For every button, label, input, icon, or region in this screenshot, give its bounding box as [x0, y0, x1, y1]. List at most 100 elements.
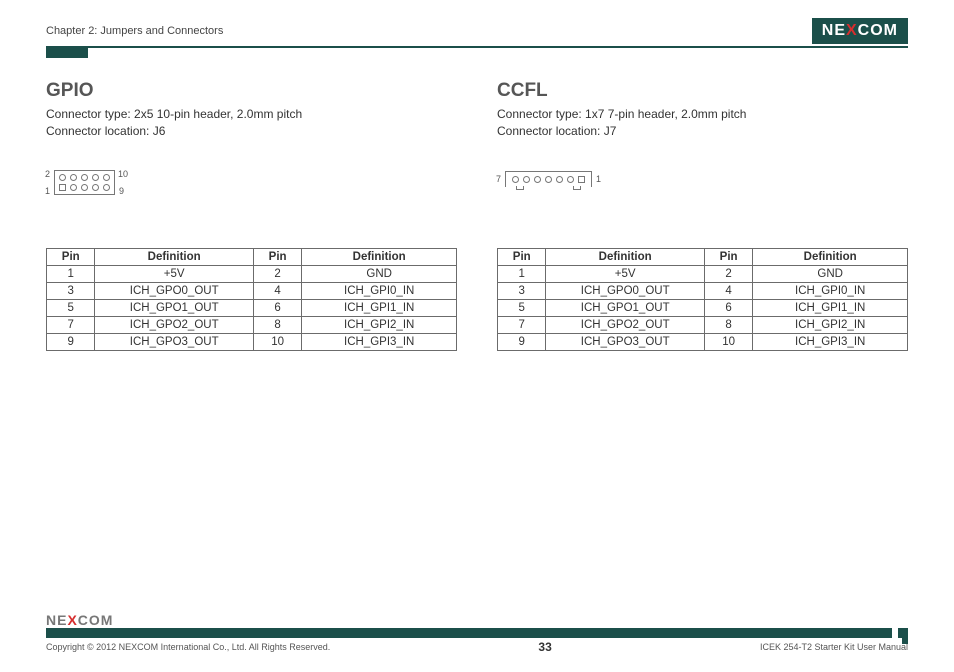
pin-hole: [92, 184, 99, 191]
th: Definition: [95, 248, 253, 265]
cell: 1: [498, 265, 546, 282]
cell: ICH_GPO1_OUT: [546, 299, 704, 316]
footer-row: Copyright © 2012 NEXCOM International Co…: [46, 640, 908, 654]
header-bar: Chapter 2: Jumpers and Connectors NEXCOM: [46, 18, 908, 48]
gpio-diagram: 2 10 1 9: [46, 170, 457, 230]
cell: 9: [47, 333, 95, 350]
cell: ICH_GPO0_OUT: [546, 282, 704, 299]
cell: 8: [704, 316, 752, 333]
cell: +5V: [95, 265, 253, 282]
pin-label: 10: [118, 169, 128, 179]
pin-label: 9: [119, 186, 124, 196]
ccfl-section: CCFL Connector type: 1x7 7-pin header, 2…: [497, 80, 908, 351]
cell: 6: [253, 299, 301, 316]
th: Pin: [704, 248, 752, 265]
pin-hole-square: [578, 176, 585, 183]
footer: NEXCOM Copyright © 2012 NEXCOM Internati…: [46, 612, 908, 654]
cell: 7: [498, 316, 546, 333]
gpio-conn-loc: Connector location: J6: [46, 123, 457, 140]
cell: 3: [498, 282, 546, 299]
conn-row-top: [59, 174, 110, 181]
th: Pin: [253, 248, 301, 265]
th: Definition: [302, 248, 457, 265]
logo-pre: NE: [822, 22, 846, 39]
cell: 3: [47, 282, 95, 299]
table-row: 9ICH_GPO3_OUT10ICH_GPI3_IN: [498, 333, 908, 350]
logo-post: COM: [858, 22, 898, 39]
gpio-section: GPIO Connector type: 2x5 10-pin header, …: [46, 80, 457, 351]
ccfl-table: Pin Definition Pin Definition 1+5V2GND3I…: [497, 248, 908, 351]
cell: ICH_GPI1_IN: [302, 299, 457, 316]
table-row: 5ICH_GPO1_OUT6ICH_GPI1_IN: [47, 299, 457, 316]
cell: 8: [253, 316, 301, 333]
conn-row-bottom: [59, 184, 110, 191]
table-row: 9ICH_GPO3_OUT10ICH_GPI3_IN: [47, 333, 457, 350]
pin-hole: [545, 176, 552, 183]
cell: ICH_GPI0_IN: [753, 282, 908, 299]
pin-hole: [81, 184, 88, 191]
cell: ICH_GPI2_IN: [302, 316, 457, 333]
accent-tab: [46, 48, 88, 58]
pin-hole: [103, 184, 110, 191]
logo-x: X: [67, 612, 77, 628]
cell: 7: [47, 316, 95, 333]
pin-label: 2: [45, 169, 50, 179]
cell: ICH_GPO3_OUT: [546, 333, 704, 350]
table-body: 1+5V2GND3ICH_GPO0_OUT4ICH_GPI0_IN5ICH_GP…: [498, 265, 908, 350]
cell: ICH_GPO1_OUT: [95, 299, 253, 316]
pin-hole: [534, 176, 541, 183]
table-row: 5ICH_GPO1_OUT6ICH_GPI1_IN: [498, 299, 908, 316]
cell: 5: [498, 299, 546, 316]
doc-title: ICEK 254-T2 Starter Kit User Manual: [760, 642, 908, 652]
ccfl-conn-type: Connector type: 1x7 7-pin header, 2.0mm …: [497, 106, 908, 123]
page-number: 33: [538, 640, 551, 654]
table-row: 1+5V2GND: [498, 265, 908, 282]
table-row: 3ICH_GPO0_OUT4ICH_GPI0_IN: [47, 282, 457, 299]
cell: 10: [704, 333, 752, 350]
gpio-conn-type: Connector type: 2x5 10-pin header, 2.0mm…: [46, 106, 457, 123]
cell: 2: [704, 265, 752, 282]
footer-decor: [892, 628, 898, 638]
brand-logo-bottom: NEXCOM: [46, 612, 908, 628]
pin-label: 1: [596, 174, 601, 184]
pin-hole: [81, 174, 88, 181]
pin-hole-square: [59, 184, 66, 191]
table-row: 1+5V2GND: [47, 265, 457, 282]
pin-label: 7: [496, 174, 501, 184]
cell: ICH_GPO2_OUT: [95, 316, 253, 333]
th: Pin: [498, 248, 546, 265]
cell: ICH_GPI1_IN: [753, 299, 908, 316]
logo-pre: NE: [46, 612, 67, 628]
table-row: 7ICH_GPO2_OUT8ICH_GPI2_IN: [47, 316, 457, 333]
pin-hole: [70, 184, 77, 191]
ccfl-connector: 7 1: [505, 171, 592, 187]
cell: GND: [302, 265, 457, 282]
th: Definition: [753, 248, 908, 265]
cell: ICH_GPI0_IN: [302, 282, 457, 299]
table-row: 3ICH_GPO0_OUT4ICH_GPI0_IN: [498, 282, 908, 299]
table-head: Pin Definition Pin Definition: [47, 248, 457, 265]
pin-hole: [512, 176, 519, 183]
cell: ICH_GPO3_OUT: [95, 333, 253, 350]
gpio-heading: GPIO: [46, 80, 457, 102]
footer-decor: [902, 638, 908, 644]
pin-hole: [523, 176, 530, 183]
gpio-connector: 2 10 1 9: [54, 170, 115, 195]
pin-hole: [70, 174, 77, 181]
footer-bar: [46, 628, 908, 638]
cell: 4: [253, 282, 301, 299]
pin-hole: [556, 176, 563, 183]
pin-label: 1: [45, 186, 50, 196]
cell: 5: [47, 299, 95, 316]
pin-hole: [92, 174, 99, 181]
pin-hole: [59, 174, 66, 181]
ccfl-diagram: 7 1: [497, 170, 908, 230]
cell: 6: [704, 299, 752, 316]
logo-post: COM: [78, 612, 114, 628]
table-row: 7ICH_GPO2_OUT8ICH_GPI2_IN: [498, 316, 908, 333]
cell: ICH_GPI2_IN: [753, 316, 908, 333]
th: Definition: [546, 248, 704, 265]
brand-logo-top: NEXCOM: [812, 18, 908, 44]
gpio-table: Pin Definition Pin Definition 1+5V2GND3I…: [46, 248, 457, 351]
cell: ICH_GPI3_IN: [302, 333, 457, 350]
